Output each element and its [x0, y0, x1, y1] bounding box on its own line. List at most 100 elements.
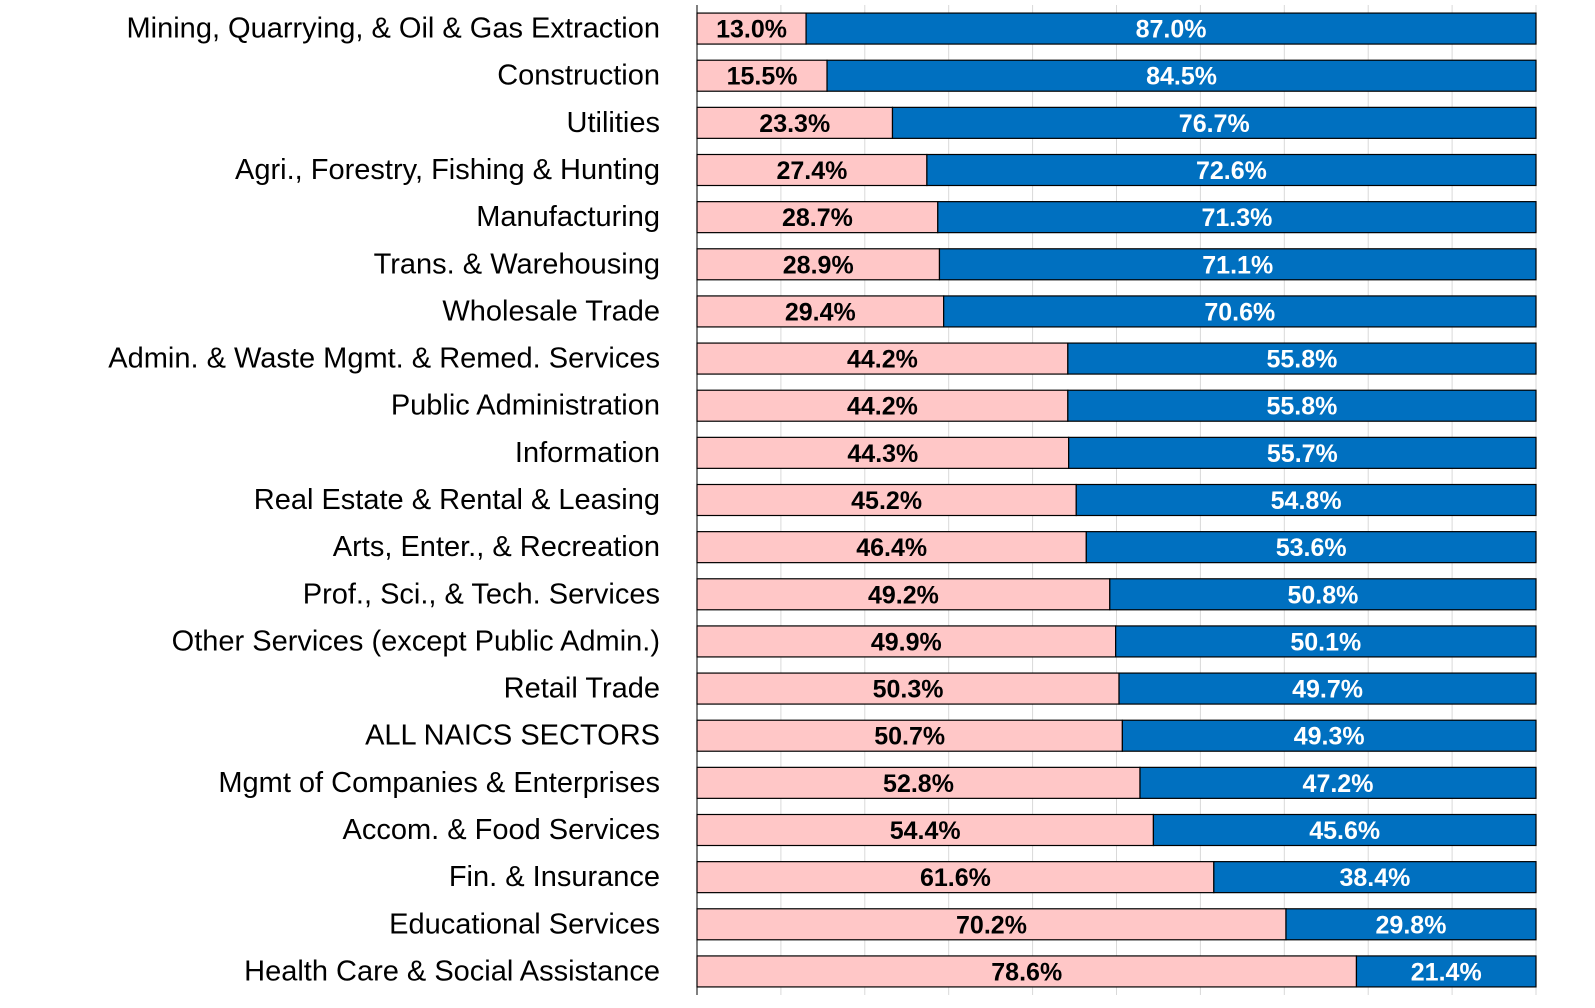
category-label: Arts, Enter., & Recreation	[333, 531, 660, 563]
category-label: Construction	[497, 60, 660, 92]
value-label: 44.3%	[847, 440, 918, 468]
value-label: 46.4%	[856, 534, 927, 562]
bar-segment	[937, 201, 1537, 234]
bar-segment	[1213, 861, 1537, 894]
value-label: 72.6%	[1196, 157, 1267, 185]
value-label: 29.4%	[785, 298, 856, 326]
value-label: 84.5%	[1146, 63, 1217, 91]
value-label: 70.2%	[956, 911, 1027, 939]
bar-segment	[926, 153, 1537, 187]
value-label: 49.3%	[1294, 723, 1365, 751]
value-label: 87.0%	[1136, 16, 1207, 44]
bar-segment	[1068, 436, 1537, 469]
bar-segment	[1152, 813, 1537, 847]
bar-segment	[696, 483, 1077, 517]
value-label: 50.8%	[1287, 581, 1358, 609]
value-label: 49.2%	[868, 581, 939, 609]
bar-segment	[696, 201, 939, 234]
bar-segment	[826, 59, 1537, 92]
value-label: 45.2%	[851, 487, 922, 515]
bar-segment	[696, 813, 1155, 847]
value-label: 70.6%	[1204, 298, 1275, 326]
bar-segment	[696, 153, 928, 187]
bar-segment	[1109, 578, 1537, 611]
category-label: Trans. & Warehousing	[374, 248, 660, 280]
bar-segment	[891, 106, 1537, 139]
value-label: 76.7%	[1179, 110, 1250, 138]
value-label: 49.7%	[1292, 676, 1363, 704]
value-label: 45.6%	[1309, 817, 1380, 845]
category-label: Mgmt of Companies & Enterprises	[218, 767, 660, 799]
value-label: 15.5%	[727, 63, 798, 91]
category-label: Health Care & Social Assistance	[244, 955, 660, 987]
bar-segment	[1067, 389, 1537, 422]
value-label: 52.8%	[883, 770, 954, 798]
bar-segment	[696, 59, 828, 92]
value-label: 50.7%	[874, 723, 945, 751]
bar-segment	[696, 861, 1215, 894]
category-label: Public Administration	[391, 390, 660, 422]
value-label: 28.9%	[783, 251, 854, 279]
value-label: 49.9%	[871, 628, 942, 656]
category-label: Agri., Forestry, Fishing & Hunting	[235, 154, 660, 186]
category-label: Manufacturing	[476, 201, 660, 233]
bar-segment	[1121, 719, 1537, 752]
value-label: 44.2%	[847, 393, 918, 421]
value-label: 71.1%	[1202, 251, 1273, 279]
value-label: 78.6%	[991, 958, 1062, 986]
category-label: Real Estate & Rental & Leasing	[254, 484, 660, 516]
bar-segment	[1067, 342, 1537, 375]
category-label: ALL NAICS SECTORS	[365, 720, 660, 752]
bar-segment	[1355, 955, 1537, 988]
value-label: 23.3%	[759, 110, 830, 138]
value-label: 47.2%	[1303, 770, 1374, 798]
value-label: 13.0%	[716, 16, 787, 44]
category-label: Wholesale Trade	[442, 295, 660, 327]
value-label: 29.8%	[1376, 911, 1447, 939]
category-label: Accom. & Food Services	[343, 814, 661, 846]
bar-segment	[943, 295, 1537, 328]
category-label: Other Services (except Public Admin.)	[172, 625, 660, 657]
bar-segment	[696, 295, 945, 328]
category-label: Information	[515, 437, 660, 469]
bar-segment	[1139, 766, 1537, 799]
bar-segment	[1075, 483, 1537, 517]
value-label: 54.4%	[890, 817, 961, 845]
bar-segment	[1085, 531, 1537, 564]
bar-segment	[696, 672, 1120, 705]
bar-segment	[938, 248, 1537, 281]
bar-segment	[696, 955, 1358, 988]
bar-segment	[696, 719, 1123, 752]
value-label: 54.8%	[1271, 487, 1342, 515]
bar-segment	[805, 12, 1537, 45]
bar-segment	[696, 248, 941, 281]
value-label: 53.6%	[1276, 534, 1347, 562]
value-label: 61.6%	[920, 864, 991, 892]
value-label: 50.3%	[873, 676, 944, 704]
bar-segment	[696, 625, 1117, 658]
bar-segment	[696, 766, 1141, 799]
bar-segment	[1118, 672, 1537, 705]
value-label: 55.8%	[1266, 393, 1337, 421]
bar-segment	[696, 389, 1069, 422]
value-label: 21.4%	[1411, 958, 1482, 986]
value-label: 44.2%	[847, 346, 918, 374]
bar-segment	[696, 12, 807, 45]
category-label: Admin. & Waste Mgmt. & Remed. Services	[108, 343, 660, 375]
value-label: 55.7%	[1267, 440, 1338, 468]
bar-segment	[696, 342, 1069, 375]
bar-segment	[696, 106, 894, 139]
category-label: Prof., Sci., & Tech. Services	[303, 578, 660, 610]
category-label: Mining, Quarrying, & Oil & Gas Extractio…	[127, 13, 660, 45]
bar-segment	[1285, 908, 1537, 941]
value-label: 28.7%	[782, 204, 853, 232]
category-label: Educational Services	[389, 908, 660, 940]
value-label: 71.3%	[1201, 204, 1272, 232]
category-label: Retail Trade	[504, 673, 660, 705]
bar-segment	[1115, 625, 1537, 658]
value-label: 27.4%	[776, 157, 847, 185]
category-label: Fin. & Insurance	[449, 861, 660, 893]
value-label: 38.4%	[1339, 864, 1410, 892]
